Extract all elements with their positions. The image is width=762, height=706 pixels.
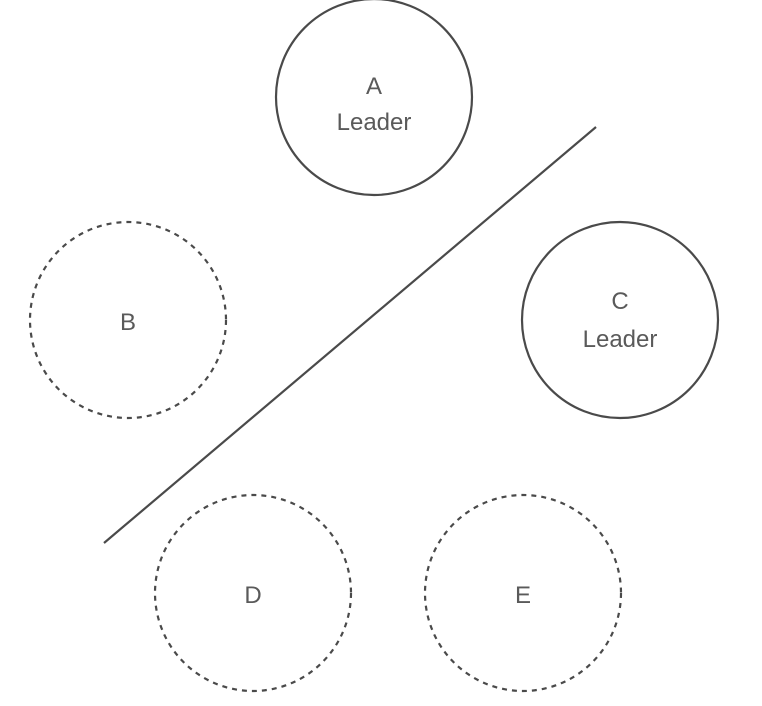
node-d-circle: [153, 493, 353, 693]
node-b-id: B: [120, 309, 136, 336]
node-e: E: [423, 493, 623, 693]
node-c: C Leader: [520, 220, 720, 420]
node-c-role: Leader: [583, 326, 658, 353]
node-a: A Leader: [274, 0, 474, 197]
node-e-circle: [423, 493, 623, 693]
node-d: D: [153, 493, 353, 693]
network-partition-line: [103, 126, 597, 544]
node-b: B: [28, 220, 228, 420]
node-a-id: A: [366, 73, 382, 100]
node-d-id: D: [244, 582, 261, 609]
node-a-circle: [274, 0, 474, 197]
node-e-id: E: [515, 582, 531, 609]
node-c-circle: [520, 220, 720, 420]
node-b-circle: [28, 220, 228, 420]
node-c-id: C: [611, 288, 628, 315]
node-a-role: Leader: [337, 109, 412, 136]
